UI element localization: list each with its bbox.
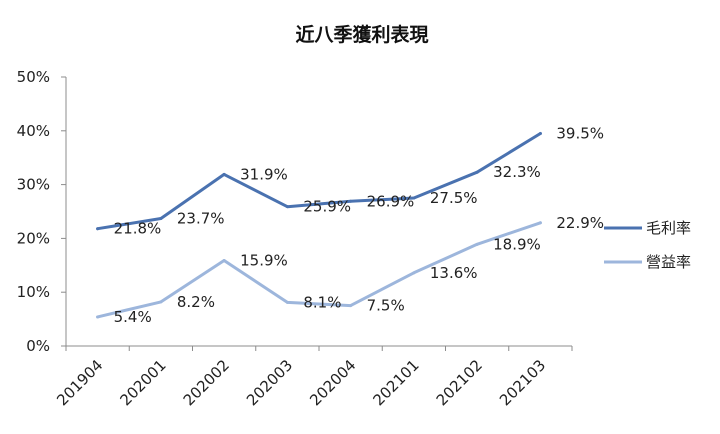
series-layer (96, 131, 542, 319)
data-label: 21.8% (114, 220, 162, 238)
data-point (285, 205, 289, 209)
x-tick-label: 202002 (180, 356, 233, 409)
x-tick-label: 202003 (243, 356, 296, 409)
data-point (159, 300, 163, 304)
data-label: 27.5% (430, 189, 478, 207)
y-tick-label: 10% (17, 283, 50, 301)
axes: 0%10%20%30%40%50%201904 202001 202002 20200… (17, 68, 573, 409)
y-tick-label: 40% (17, 122, 50, 140)
data-label: 23.7% (177, 209, 225, 227)
data-point (538, 221, 542, 225)
x-tick-label: 201904 (53, 356, 106, 409)
data-label: 39.5% (556, 124, 604, 142)
x-tick-label: 202004 (306, 356, 359, 409)
data-label: 32.3% (493, 163, 541, 181)
data-point (159, 216, 163, 220)
chart-title: 近八季獲利表現 (295, 23, 428, 46)
data-label: 31.9% (240, 165, 288, 183)
data-label: 8.1% (303, 293, 341, 311)
data-label: 13.6% (430, 264, 478, 282)
y-tick-label: 20% (17, 229, 50, 247)
series-line-gross-margin (96, 132, 542, 231)
data-label: 8.2% (177, 293, 215, 311)
series-line-operating-margin (96, 221, 542, 319)
data-point (475, 170, 479, 174)
data-label: 15.9% (240, 251, 288, 269)
data-point (222, 172, 226, 176)
x-tick-label: 202103 (496, 356, 549, 409)
data-label: 26.9% (367, 192, 415, 210)
x-tick-label: 202102 (433, 356, 486, 409)
data-label: 22.9% (556, 214, 604, 232)
data-point (222, 258, 226, 262)
data-label: 18.9% (493, 235, 541, 253)
data-point (412, 196, 416, 200)
data-point (538, 131, 542, 135)
data-point (285, 300, 289, 304)
y-tick-label: 50% (17, 68, 50, 86)
data-labels: 21.8% 23.7% 31.9% 25.9% 26.9% 27.5% 32.3% 39.5%… (114, 124, 604, 325)
data-label: 7.5% (367, 297, 405, 315)
x-tick-label: 202101 (369, 356, 422, 409)
data-label: 5.4% (114, 308, 152, 326)
legend-label: 毛利率 (646, 219, 691, 237)
data-point (96, 227, 100, 231)
x-tick-label: 202001 (116, 356, 169, 409)
data-label: 25.9% (303, 198, 351, 216)
y-tick-label: 0% (26, 337, 50, 355)
data-point (412, 271, 416, 275)
data-point (349, 304, 353, 308)
legend-label: 營益率 (646, 253, 691, 271)
data-point (96, 315, 100, 319)
data-point (475, 242, 479, 246)
data-point (349, 199, 353, 203)
y-tick-label: 30% (17, 176, 50, 194)
